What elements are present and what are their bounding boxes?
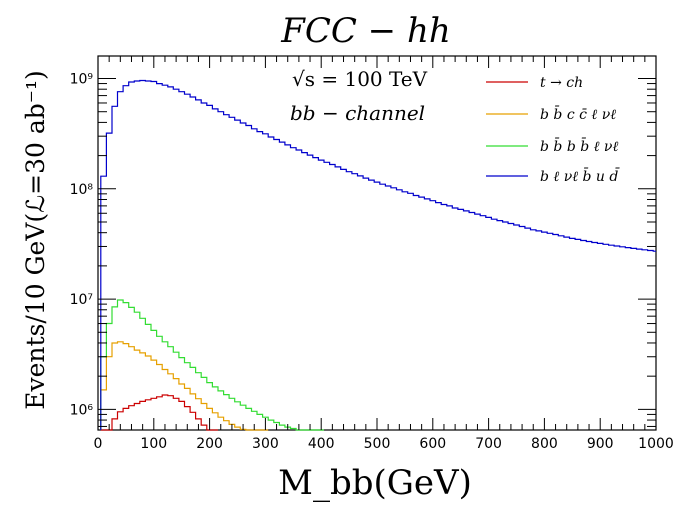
series-line-bbbblv [100, 299, 324, 431]
series-line-blvbud [100, 79, 656, 430]
x-axis-ticks: 0 100 200 300 400 500 600 700 800 900 1000 [94, 56, 674, 452]
y-tick-label: 10⁹ [70, 72, 94, 88]
x-tick-label: 900 [587, 436, 614, 452]
y-tick-label: 10⁶ [70, 402, 94, 418]
y-tick-label: 10⁷ [70, 292, 93, 308]
annotation-channel: bb − channel [290, 101, 425, 125]
x-tick-label: 1000 [638, 436, 674, 452]
annotation-energy: √s = 100 TeV [292, 67, 428, 91]
legend-label-t-ch: t → ch [540, 75, 583, 91]
x-tick-label: 700 [475, 436, 502, 452]
x-tick-label: 800 [531, 436, 558, 452]
series-line-bbcclv [100, 341, 269, 431]
legend-label-blvbud: b ℓ νℓ b̄ u d̄ [540, 167, 621, 185]
legend-label-bbbblv: b b̄ b b̄ ℓ νℓ [540, 137, 618, 155]
x-tick-label: 500 [364, 436, 391, 452]
x-tick-label: 600 [419, 436, 446, 452]
x-axis-title: M_bb(GeV) [278, 463, 472, 503]
x-tick-label: 400 [308, 436, 335, 452]
y-tick-label: 10⁸ [70, 182, 94, 198]
legend: t → ch b b̄ c c̄ ℓ νℓ b b̄ b b̄ ℓ νℓ b ℓ… [486, 75, 621, 185]
x-tick-label: 200 [196, 436, 223, 452]
chart-title: FCC − hh [280, 11, 451, 51]
x-tick-label: 100 [140, 436, 167, 452]
legend-label-bbcclv: b b̄ c c̄ ℓ νℓ [540, 105, 616, 123]
y-axis-ticks: 10⁶ 10⁷ 10⁸ 10⁹ [70, 72, 656, 427]
series-layer [100, 79, 656, 431]
y-axis-title: Events/10 GeV(ℒ=30 ab⁻¹) [21, 70, 50, 410]
x-tick-label: 300 [252, 436, 279, 452]
series-line-t-ch [100, 394, 218, 431]
x-tick-label: 0 [94, 436, 103, 452]
